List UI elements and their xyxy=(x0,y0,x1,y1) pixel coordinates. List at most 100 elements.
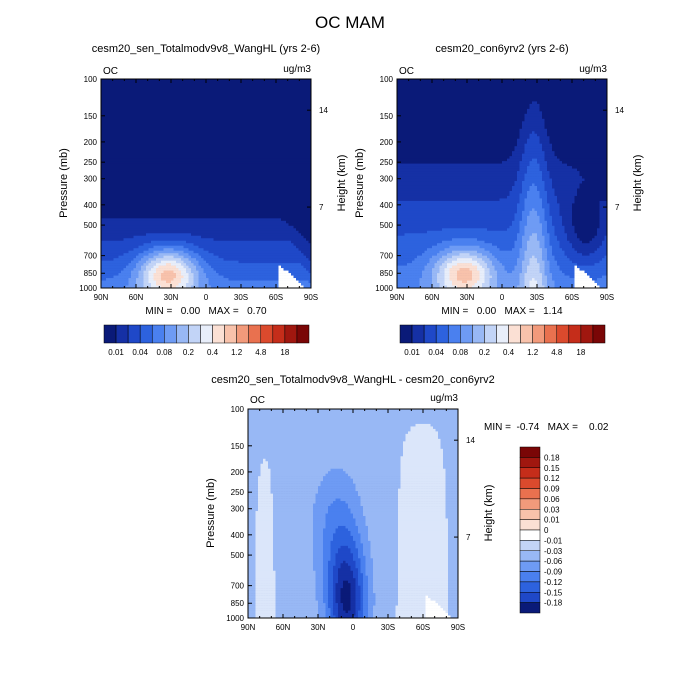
field-cell xyxy=(206,176,209,179)
field-cell xyxy=(196,163,199,167)
field-cell xyxy=(141,218,144,222)
field-cell xyxy=(231,280,234,284)
field-cell xyxy=(196,116,199,120)
field-cell xyxy=(236,208,239,212)
field-cell xyxy=(233,81,237,85)
field-cell xyxy=(196,280,199,284)
field-cell xyxy=(243,230,247,234)
field-cell xyxy=(208,136,212,140)
field-cell xyxy=(171,108,174,112)
field-cell xyxy=(231,181,234,184)
field-cell xyxy=(186,210,189,214)
field-cell xyxy=(116,86,119,90)
field-cell xyxy=(136,210,139,214)
field-cell xyxy=(196,213,199,217)
field-cell xyxy=(156,138,159,142)
field-cell xyxy=(151,171,154,174)
field-cell xyxy=(123,208,127,212)
field-cell xyxy=(196,146,199,149)
field-cell xyxy=(231,136,234,140)
field-cell xyxy=(243,265,247,269)
field-cell xyxy=(196,255,199,259)
field-cell xyxy=(243,96,247,100)
field-cell xyxy=(238,283,242,286)
field-cell xyxy=(136,235,139,239)
field-cell xyxy=(183,228,187,232)
field-cell xyxy=(221,88,224,92)
field-cell xyxy=(141,128,144,132)
field-cell xyxy=(241,215,244,219)
field-cell xyxy=(146,250,149,254)
field-cell xyxy=(213,86,217,90)
field-cell xyxy=(146,265,149,269)
field-cell xyxy=(193,203,197,207)
field-cell xyxy=(168,148,172,152)
field-cell xyxy=(138,141,142,144)
field-cell xyxy=(193,198,197,202)
field-cell xyxy=(211,153,214,157)
field-cell xyxy=(123,79,127,82)
field-cell xyxy=(146,240,149,244)
field-cell xyxy=(113,270,117,274)
field-cell xyxy=(158,255,162,259)
field-cell xyxy=(211,195,214,199)
field-cell xyxy=(221,205,224,209)
field-cell xyxy=(208,263,212,266)
field-cell xyxy=(243,106,247,110)
field-cell xyxy=(233,260,237,264)
field-cell xyxy=(181,243,184,246)
field-cell xyxy=(158,268,162,271)
field-cell xyxy=(111,113,114,117)
field-cell xyxy=(191,118,194,122)
field-cell xyxy=(111,240,114,244)
field-cell xyxy=(166,235,169,239)
field-cell xyxy=(128,278,132,281)
field-cell xyxy=(203,188,207,192)
field-cell xyxy=(201,151,204,154)
field-cell xyxy=(226,205,229,209)
field-cell xyxy=(123,171,127,174)
field-cell xyxy=(143,203,147,207)
field-cell xyxy=(103,173,107,177)
field-cell xyxy=(208,198,212,202)
field-cell xyxy=(248,93,252,97)
field-cell xyxy=(108,118,112,122)
field-cell xyxy=(238,96,242,100)
field-cell xyxy=(136,228,139,232)
field-cell xyxy=(148,158,152,162)
field-cell xyxy=(163,203,167,207)
field-cell xyxy=(111,268,114,271)
field-cell xyxy=(206,265,209,269)
field-cell xyxy=(213,240,217,244)
field-cell xyxy=(163,176,167,179)
field-cell xyxy=(106,283,109,286)
field-cell xyxy=(156,250,159,254)
field-cell xyxy=(176,183,179,187)
field-cell xyxy=(133,156,137,159)
field-cell xyxy=(186,176,189,179)
field-cell xyxy=(208,205,212,209)
field-cell xyxy=(188,148,192,152)
field-cell xyxy=(101,118,104,122)
field-cell xyxy=(186,153,189,157)
field-cell xyxy=(171,265,174,269)
field-cell xyxy=(188,163,192,167)
field-cell xyxy=(231,203,234,207)
field-cell xyxy=(181,118,184,122)
field-cell xyxy=(191,233,194,237)
field-cell xyxy=(141,275,144,279)
field-cell xyxy=(243,151,247,154)
field-cell xyxy=(116,275,119,279)
field-cell xyxy=(121,168,124,172)
field-cell xyxy=(136,138,139,142)
field-cell xyxy=(133,126,137,130)
field-cell xyxy=(121,108,124,112)
field-cell xyxy=(218,210,222,214)
field-cell xyxy=(241,275,244,279)
field-cell xyxy=(231,198,234,202)
field-cell xyxy=(236,233,239,237)
field-cell xyxy=(158,275,162,279)
field-cell xyxy=(138,240,142,244)
field-cell xyxy=(241,248,244,251)
field-cell xyxy=(118,210,122,214)
